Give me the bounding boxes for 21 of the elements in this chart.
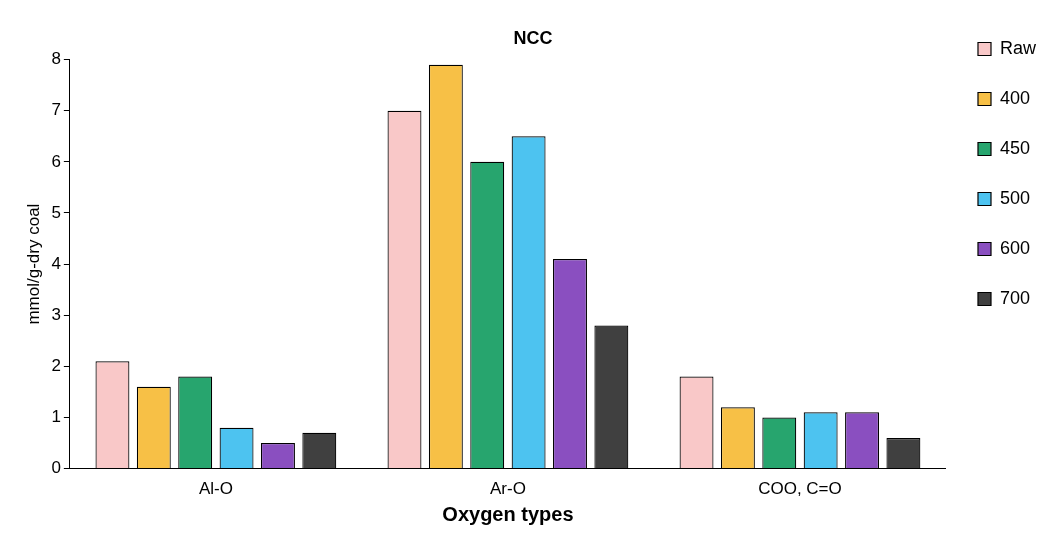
y-tick-label: 2 (51, 356, 61, 376)
x-tick-label: Al-O (198, 479, 233, 499)
x-tick-label: Ar-O (489, 479, 526, 499)
legend-label: 700 (999, 287, 1031, 308)
legend-label: 450 (999, 137, 1031, 158)
chart-title: NCC (513, 27, 553, 48)
y-tick-label: 5 (51, 202, 61, 222)
y-tick-label: 4 (51, 253, 61, 273)
y-tick-label: 3 (51, 304, 61, 324)
legend-label: 600 (999, 237, 1031, 258)
y-tick-label: 6 (51, 151, 61, 171)
legend-label: Raw (999, 37, 1037, 58)
y-tick-label: 0 (51, 458, 61, 478)
legend-label: 500 (999, 187, 1031, 208)
y-tick-label: 1 (51, 407, 61, 427)
y-tick-label: 7 (51, 100, 61, 120)
x-axis-title: Oxygen types (442, 502, 574, 525)
y-tick-label: 8 (51, 49, 61, 69)
y-axis-title: mmol/g-dry coal (23, 203, 43, 325)
legend-label: 400 (999, 87, 1031, 108)
x-tick-label: COO, C=O (758, 479, 842, 499)
